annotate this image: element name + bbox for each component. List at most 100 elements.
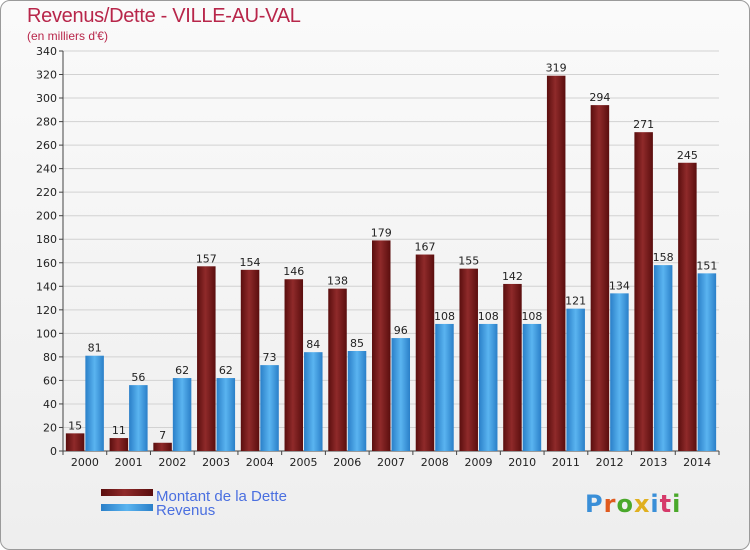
value-label: 138 <box>327 275 348 288</box>
x-tick-label: 2014 <box>683 456 711 469</box>
value-label: 179 <box>371 226 392 239</box>
value-label: 142 <box>502 270 523 283</box>
x-tick-label: 2000 <box>71 456 99 469</box>
y-tick-label: 340 <box>36 45 57 58</box>
bar-revenus <box>216 378 236 451</box>
legend: Montant de la Dette Revenus <box>101 488 287 519</box>
x-tick-label: 2006 <box>333 456 361 469</box>
y-tick-label: 160 <box>36 257 57 270</box>
value-label: 154 <box>240 256 261 269</box>
brand-letter: o <box>616 490 634 518</box>
bar-dette <box>153 442 172 451</box>
bar-dette <box>109 438 129 451</box>
value-label: 81 <box>88 342 102 355</box>
value-label: 151 <box>696 259 717 272</box>
value-labels: 15 81 11 56 7 62 157 62 154 73 146 84 138 85 179 96 167 1… <box>68 62 717 442</box>
x-tick-label: 2012 <box>596 456 624 469</box>
value-label: 245 <box>677 149 698 162</box>
value-label: 56 <box>131 371 145 384</box>
value-label: 73 <box>263 351 277 364</box>
value-label: 121 <box>565 295 586 308</box>
bar-revenus <box>566 308 585 451</box>
brand-letter: i <box>672 490 682 518</box>
value-label: 146 <box>283 265 304 278</box>
bar-revenus <box>304 352 323 451</box>
x-tick-label: 2007 <box>377 456 405 469</box>
bar-dette <box>65 433 85 451</box>
chart-subtitle: (en milliers d'€) <box>27 29 108 43</box>
value-label: 155 <box>458 255 479 268</box>
value-label: 294 <box>589 91 610 104</box>
bar-dette <box>546 75 566 452</box>
x-tick-label: 2001 <box>115 456 143 469</box>
legend-label-revenus: Revenus <box>156 502 215 519</box>
bar-dette <box>590 105 610 451</box>
x-tick-label: 2002 <box>158 456 186 469</box>
chart-title: Revenus/Dette - VILLE-AU-VAL <box>27 5 301 27</box>
brand-letter: r <box>603 490 617 518</box>
value-label: 7 <box>159 429 166 442</box>
value-label: 271 <box>633 118 654 131</box>
axes: 0 20 40 60 80 100 120 140 160 180 200 220 240 260 280 3… <box>36 45 720 469</box>
bars <box>65 75 717 452</box>
value-label: 167 <box>414 241 435 254</box>
y-tick-label: 0 <box>50 445 57 458</box>
bar-dette <box>415 254 435 451</box>
brand-letter: i <box>650 490 660 518</box>
value-label: 108 <box>521 310 542 323</box>
bar-dette <box>240 269 260 451</box>
bar-dette <box>284 279 304 451</box>
value-label: 11 <box>112 424 126 437</box>
bar-revenus <box>85 355 104 451</box>
y-tick-label: 120 <box>36 304 57 317</box>
y-tick-label: 240 <box>36 163 57 176</box>
value-label: 85 <box>350 337 364 350</box>
x-tick-label: 2010 <box>508 456 536 469</box>
value-label: 108 <box>434 310 455 323</box>
value-label: 15 <box>68 419 82 432</box>
legend-swatch-dette <box>101 489 153 496</box>
y-tick-label: 280 <box>36 116 57 129</box>
y-tick-label: 20 <box>43 421 57 434</box>
y-tick-label: 80 <box>43 351 57 364</box>
value-label: 84 <box>306 338 320 351</box>
bar-dette <box>459 268 478 451</box>
bar-revenus <box>260 365 279 451</box>
x-tick-label: 2011 <box>552 456 580 469</box>
bar-revenus <box>610 293 629 451</box>
x-tick-label: 2009 <box>464 456 492 469</box>
grid-lines <box>63 50 719 428</box>
y-tick-label: 320 <box>36 69 57 82</box>
bar-dette <box>678 162 697 451</box>
bar-dette <box>503 283 522 451</box>
value-label: 96 <box>394 324 408 337</box>
value-label: 158 <box>653 251 674 264</box>
y-tick-label: 140 <box>36 280 57 293</box>
bar-revenus <box>522 323 542 451</box>
y-tick-label: 260 <box>36 139 57 152</box>
y-tick-label: 200 <box>36 210 57 223</box>
bar-revenus <box>478 323 498 451</box>
x-tick-label: 2005 <box>290 456 318 469</box>
y-tick-label: 180 <box>36 233 57 246</box>
legend-label-dette: Montant de la Dette <box>156 488 287 505</box>
bar-revenus <box>653 265 673 451</box>
bar-revenus <box>391 338 410 451</box>
bar-dette <box>634 132 653 452</box>
x-tick-label: 2013 <box>639 456 667 469</box>
x-tick-label: 2008 <box>421 456 449 469</box>
y-tick-label: 100 <box>36 327 57 340</box>
value-label: 108 <box>478 310 499 323</box>
value-label: 62 <box>175 364 189 377</box>
value-label: 157 <box>196 252 217 265</box>
x-tick-label: 2004 <box>246 456 274 469</box>
bar-revenus <box>172 378 192 451</box>
y-tick-label: 60 <box>43 374 57 387</box>
value-label: 62 <box>219 364 233 377</box>
bar-dette <box>372 240 391 451</box>
bar-revenus <box>129 385 148 451</box>
bar-dette <box>197 266 216 451</box>
brand-letter: P <box>585 490 604 518</box>
value-label: 319 <box>546 62 567 75</box>
